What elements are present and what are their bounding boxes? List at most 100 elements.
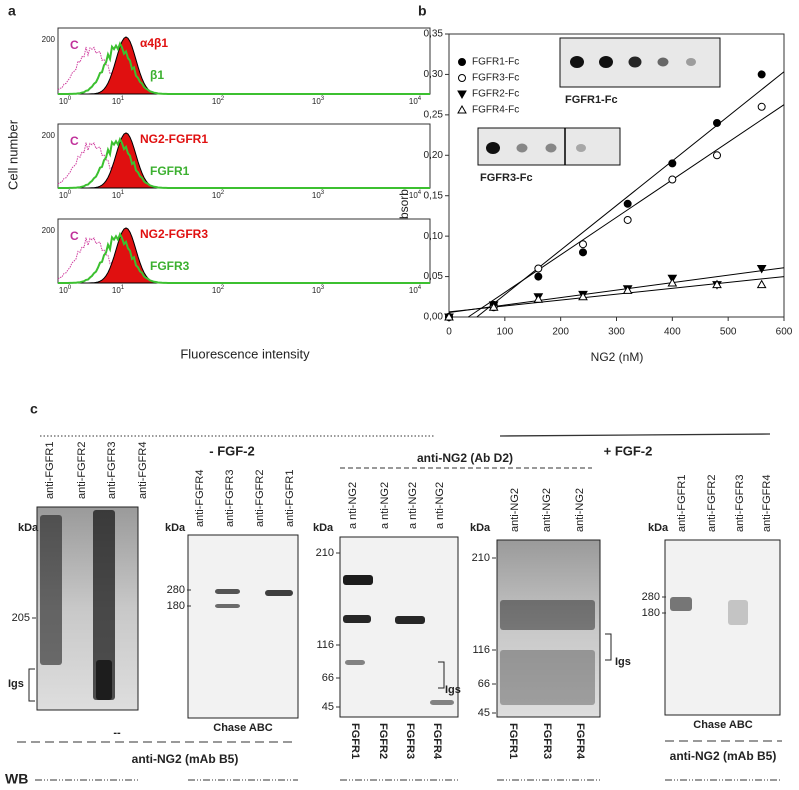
tick-exp: 4 [418, 285, 422, 291]
lane-label: anti-FGFR4 [761, 475, 773, 532]
control-label: C [70, 229, 79, 243]
lane-bottom-label: FGFR1 [349, 723, 361, 759]
x-axis-label: NG2 (nM) [591, 350, 644, 364]
tick-exp: 0 [68, 190, 72, 196]
x-axis-label: Fluorescence intensity [180, 346, 310, 361]
legend-label: FGFR4-Fc [472, 105, 519, 116]
lane-bottom-label: FGFR4 [574, 723, 586, 760]
fit-line [448, 276, 785, 313]
tick-base: 10 [409, 286, 418, 295]
tick-base: 10 [312, 286, 321, 295]
tick-exp: 0 [68, 96, 72, 102]
x-tick-label: 400 [664, 327, 681, 338]
data-point [756, 279, 767, 289]
band [500, 650, 595, 705]
condition-label: - FGF-2 [209, 443, 255, 458]
data-point [534, 264, 543, 273]
x-tick-label: 104 [409, 190, 422, 201]
tick-base: 10 [59, 191, 68, 200]
blot-dot [657, 57, 669, 67]
control-label: C [70, 38, 79, 52]
blot-dot [570, 56, 584, 68]
y-tick-label: 0,00 [424, 312, 444, 323]
tick-exp: 4 [418, 190, 422, 196]
tick-base: 10 [212, 97, 221, 106]
condition-label: + FGF-2 [604, 443, 653, 458]
blot [187, 534, 299, 719]
tick-base: 10 [312, 97, 321, 106]
lane-label: anti-NG2 [509, 488, 521, 532]
red-label: α4β1 [140, 36, 168, 50]
band [215, 604, 240, 608]
x-tick-label: 101 [112, 285, 125, 296]
legend-marker [457, 104, 467, 114]
band [265, 590, 293, 596]
data-point [579, 240, 587, 249]
blot [496, 539, 601, 718]
tick-base: 10 [59, 286, 68, 295]
tick-exp: 3 [321, 190, 325, 196]
tick-exp: 2 [221, 96, 225, 102]
panel-label: b [418, 3, 427, 19]
igs-label: Igs [8, 678, 24, 690]
lane-label: anti-FGFR2 [706, 475, 718, 532]
note-label: Chase ABC [213, 722, 273, 734]
bracket [438, 661, 445, 689]
mw-marker: 116 [472, 644, 490, 656]
tick-exp: 1 [121, 96, 125, 102]
data-point [444, 311, 454, 321]
igs-label: Igs [445, 684, 461, 696]
tick-exp: 2 [221, 285, 225, 291]
lane-label: anti-FGFR3 [224, 470, 236, 527]
y-tick-label: 0,20 [424, 150, 444, 161]
tick-exp: 3 [321, 285, 325, 291]
mw-marker: 180 [167, 600, 185, 612]
lane-label: anti-FGFR2 [254, 470, 266, 527]
x-tick-label: 104 [409, 285, 422, 296]
mw-marker: 66 [478, 678, 490, 690]
blot-dot [576, 144, 586, 152]
bracket [605, 633, 612, 661]
tick-base: 10 [59, 97, 68, 106]
data-point [579, 248, 587, 257]
band [670, 597, 692, 611]
lane-label: anti-FGFR3 [106, 442, 118, 499]
lane-bottom-label: FGFR1 [507, 723, 519, 759]
x-tick-label: 500 [720, 327, 737, 338]
lane-label: anti-FGFR1 [676, 475, 688, 532]
x-tick-label: 200 [552, 327, 569, 338]
wb-label: WB [5, 771, 28, 787]
mw-marker: 280 [642, 591, 660, 603]
legend-label: FGFR3-Fc [472, 73, 519, 84]
y-tick-label: 0,15 [424, 190, 444, 201]
inset [477, 127, 621, 166]
x-tick-label: 103 [312, 285, 325, 296]
lane-label: anti-FGFR4 [194, 470, 206, 527]
band [93, 510, 115, 700]
band [500, 600, 595, 630]
x-tick-label: 102 [212, 285, 225, 296]
x-tick-label: 300 [608, 327, 625, 338]
panel-label: c [30, 401, 38, 417]
tick-base: 10 [212, 286, 221, 295]
x-tick-label: 102 [212, 190, 225, 201]
control-label: C [70, 134, 79, 148]
note-label: Chase ABC [693, 719, 753, 731]
tick-exp: 4 [418, 96, 422, 102]
mw-marker: 45 [478, 707, 490, 719]
antibody-label: anti-NG2 (Ab D2) [417, 451, 513, 465]
blot [339, 536, 459, 718]
red-label: NG2-FGFR1 [140, 132, 208, 146]
blot-dot [686, 58, 696, 66]
data-point [668, 159, 677, 168]
legend-marker [458, 74, 466, 82]
tick-base: 10 [409, 191, 418, 200]
data-point [578, 291, 588, 301]
x-tick-label: 0 [446, 327, 452, 338]
antibody-label: anti-NG2 (mAb B5) [132, 752, 239, 766]
mw-marker: 45 [322, 701, 334, 713]
fit-line [448, 267, 785, 314]
divider [499, 433, 771, 437]
x-tick-label: 101 [112, 96, 125, 107]
